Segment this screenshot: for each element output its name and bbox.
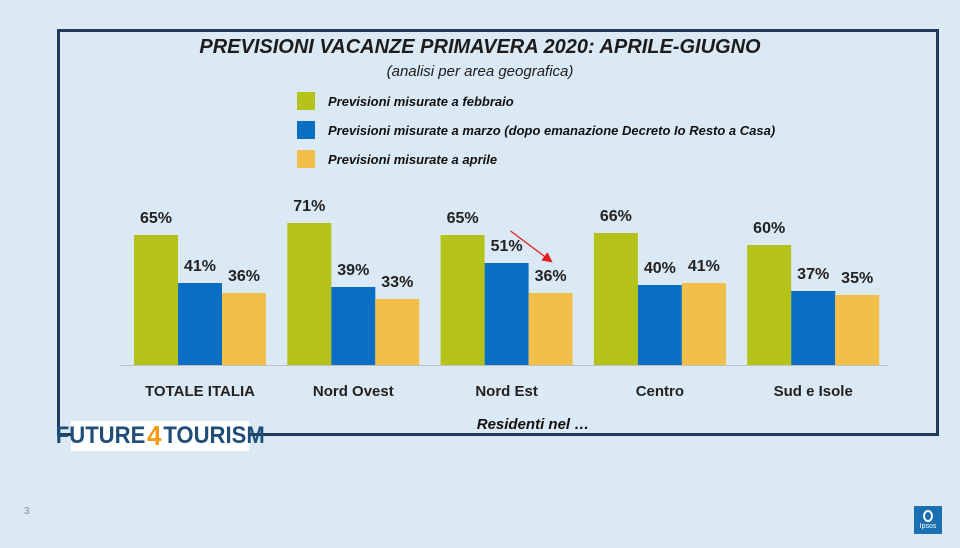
legend-label-febbraio: Previsioni misurate a febbraio (328, 93, 514, 109)
data-label-centro-2: 40% (644, 260, 676, 277)
bar-totale-italia-2 (178, 283, 222, 365)
legend-label-marzo: Previsioni misurate a marzo (dopo emanaz… (328, 122, 776, 138)
data-label-nord-est-1: 65% (447, 210, 479, 227)
bar-sud-e-isole-2 (791, 291, 836, 365)
data-label-nord-ovest-1: 71% (293, 198, 325, 215)
bar-centro-1 (593, 233, 638, 365)
category-label-centro: Centro (636, 383, 684, 400)
category-label-nord-ovest: Nord Ovest (313, 383, 394, 400)
legend-swatch-marzo (297, 121, 315, 139)
data-label-nord-ovest-3: 33% (381, 274, 413, 291)
bar-nord-ovest-3 (375, 299, 420, 365)
bar-nord-ovest-1 (287, 223, 332, 365)
legend-item-febbraio: Previsioni misurate a febbraio (297, 91, 514, 111)
annotation-arrow (510, 230, 553, 263)
legend-item-aprile: Previsioni misurate a aprile (297, 149, 497, 169)
page-number: 3 (24, 506, 30, 517)
bar-totale-italia-1 (134, 235, 178, 365)
future4tourism-logo: FUTURE 4 TOURISM (55, 420, 265, 451)
bar-sud-e-isole-1 (747, 245, 792, 365)
data-label-sud-e-isole-2: 37% (797, 266, 829, 283)
data-label-nord-ovest-2: 39% (337, 262, 369, 279)
bar-nord-est-3 (528, 293, 573, 365)
legend-label-aprile: Previsioni misurate a aprile (328, 151, 498, 167)
category-label-nord-est: Nord Est (475, 383, 538, 400)
ipsos-logo: Ipsos (914, 506, 942, 534)
bar-nord-est-1 (440, 235, 485, 365)
bar-centro-3 (681, 283, 726, 365)
chart-subtitle: (analisi per area geografica) (386, 63, 574, 80)
bar-sud-e-isole-3 (835, 295, 880, 365)
x-axis-label: Residenti nel … (476, 416, 590, 433)
category-label-totale-italia: TOTALE ITALIA (145, 383, 255, 400)
bar-nord-est-2 (484, 263, 529, 365)
bar-nord-ovest-2 (331, 287, 376, 365)
data-label-totale-italia-3: 36% (228, 268, 260, 285)
chart-frame (57, 29, 939, 436)
chart-title: PREVISIONI VACANZE PRIMAVERA 2020: APRIL… (199, 36, 761, 58)
bar-totale-italia-3 (222, 293, 266, 365)
data-label-nord-est-3: 36% (535, 268, 567, 285)
category-label-sud-e-isole: Sud e Isole (774, 383, 853, 400)
data-label-centro-1: 66% (600, 208, 632, 225)
legend-item-marzo: Previsioni misurate a marzo (dopo emanaz… (297, 120, 775, 140)
data-label-totale-italia-1: 65% (140, 210, 172, 227)
ipsos-mark-icon (923, 510, 933, 522)
data-label-sud-e-isole-3: 35% (841, 270, 873, 287)
legend-swatch-febbraio (297, 92, 315, 110)
data-label-totale-italia-2: 41% (184, 258, 216, 275)
data-label-sud-e-isole-1: 60% (753, 220, 785, 237)
legend-swatch-aprile (297, 150, 315, 168)
data-label-nord-est-2: 51% (491, 238, 523, 255)
bar-centro-2 (637, 285, 682, 365)
data-label-centro-3: 41% (688, 258, 720, 275)
